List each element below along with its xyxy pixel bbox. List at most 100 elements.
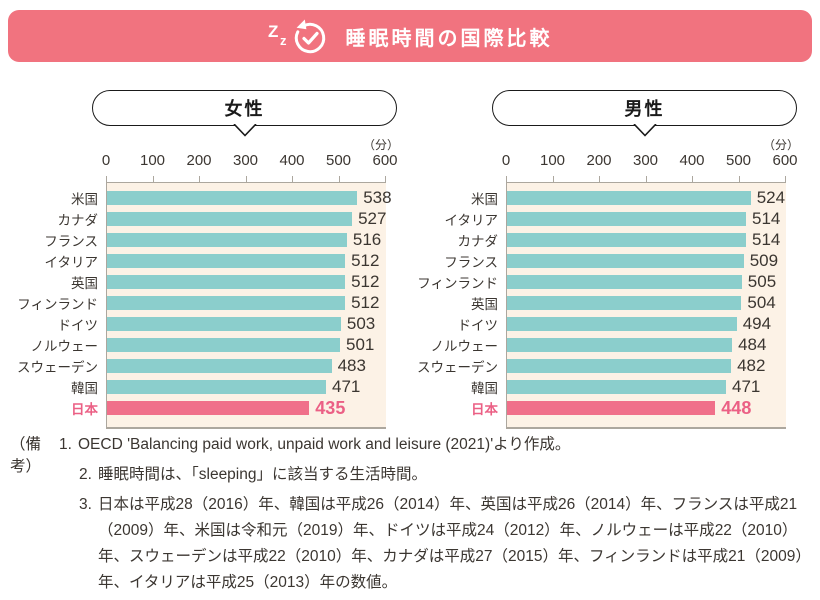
bar xyxy=(107,233,347,247)
chart-title-pill-female: 女性 xyxy=(92,90,397,137)
bar-row: 509 xyxy=(507,251,786,270)
bar xyxy=(107,380,326,394)
bar xyxy=(507,254,744,268)
country-label: 米国 xyxy=(71,192,98,207)
plot-area: 538 527 516 512 512 512 503 501 483 471 435 xyxy=(106,182,392,429)
bar-row: 514 xyxy=(507,231,786,248)
value-label: 538 xyxy=(363,188,392,207)
note-item-2: 2. 睡眠時間は、「sleeping」に該当する生活時間。 xyxy=(79,462,810,488)
bar xyxy=(107,338,340,352)
bar xyxy=(507,275,742,289)
axis-tick-label: 200 xyxy=(586,152,612,169)
axis-tick-label: 0 xyxy=(501,152,511,169)
bar xyxy=(107,317,341,331)
country-label: スウェーデン xyxy=(417,360,498,375)
value-label: 512 xyxy=(351,272,380,291)
axis-tick-label: 600 xyxy=(372,152,398,169)
bar xyxy=(107,212,353,226)
country-label: ノルウェー xyxy=(30,339,99,354)
bar xyxy=(107,254,346,268)
value-label: 448 xyxy=(721,398,752,418)
axis-tick-label: 400 xyxy=(279,152,305,169)
axis-tick-label: 300 xyxy=(232,152,259,169)
axis-tick-mark xyxy=(292,176,293,182)
chart-title: 女性 xyxy=(224,99,265,119)
chart-title: 男性 xyxy=(624,99,665,119)
chart-title-pill-male: 男性 xyxy=(492,90,797,137)
country-label: 韓国 xyxy=(71,381,98,396)
chart-body: 米国 カナダ フランス イタリア 英国 フィンランド ドイツ ノルウェー スウェーデン 韓国 日本 … xyxy=(17,182,399,429)
note-number: 3. xyxy=(79,496,92,513)
axis-tick-label: 200 xyxy=(186,152,212,169)
axis-tick-label: 600 xyxy=(772,152,798,169)
country-label: ドイツ xyxy=(457,318,499,333)
chart-female: 女性 （分） 0 100 200 300 400 500 600 米国 カナダ フランス イタリア… xyxy=(17,88,399,429)
chart-body: 米国 イタリア カナダ フランス フィンランド 英国 ドイツ ノルウェー スウェーデン 韓国 日本 … xyxy=(417,182,799,429)
bar xyxy=(507,317,737,331)
value-label: 509 xyxy=(749,251,779,270)
value-label: 471 xyxy=(332,377,361,396)
svg-text:z: z xyxy=(280,33,287,48)
axis-unit-label: （分） xyxy=(362,138,399,152)
country-label: イタリア xyxy=(444,213,498,228)
value-label: 527 xyxy=(358,209,387,228)
pointer-down-icon xyxy=(232,124,257,137)
value-label: 482 xyxy=(737,356,766,375)
axis-tick-mark xyxy=(106,176,107,182)
axis-tick-mark xyxy=(599,176,600,182)
country-label: 英国 xyxy=(71,276,98,291)
axis-tick-mark xyxy=(338,176,340,182)
axis-tick-mark xyxy=(152,176,154,182)
country-label: カナダ xyxy=(57,213,99,228)
value-label: 516 xyxy=(352,230,382,249)
axis-tick-label: 300 xyxy=(632,152,659,169)
note-number: 1. xyxy=(59,436,72,453)
bar xyxy=(507,233,746,247)
bar-japan xyxy=(507,401,716,415)
country-label: 韓国 xyxy=(471,381,498,396)
axis-tick-label: 500 xyxy=(325,152,352,169)
country-labels: 米国 カナダ フランス イタリア 英国 フィンランド ドイツ ノルウェー スウェーデン 韓国 日本 xyxy=(17,182,106,429)
value-label: 512 xyxy=(351,293,380,312)
bar-row: 484 xyxy=(507,335,786,354)
axis-tick-mark xyxy=(738,176,740,182)
bar-row: 527 xyxy=(107,209,387,228)
bar-row: 494 xyxy=(507,315,786,332)
bar-row: 524 xyxy=(507,188,786,207)
country-label: カナダ xyxy=(457,234,499,249)
axis-tick-mark xyxy=(385,176,386,182)
bar-row: 471 xyxy=(507,378,786,395)
value-label: 505 xyxy=(747,272,777,291)
bar-row: 512 xyxy=(107,293,386,312)
note-text: 日本は平成28（2016）年、韓国は平成26（2014）年、英国は平成26（20… xyxy=(98,496,804,591)
pill-wrap: 女性 xyxy=(20,88,399,138)
bar xyxy=(507,296,742,310)
country-label: 米国 xyxy=(471,192,498,207)
x-axis: （分） 0 100 200 300 400 500 600 xyxy=(502,138,799,182)
bar-japan xyxy=(107,401,310,415)
bar-row: 514 xyxy=(507,210,786,227)
country-label: ドイツ xyxy=(57,318,99,333)
bar-row: 448 xyxy=(507,398,786,418)
notes: （備考） 1. OECD 'Balancing paid work, unpai… xyxy=(10,432,810,600)
bar xyxy=(507,338,733,352)
notes-prefix: （備考） xyxy=(10,436,42,475)
bar xyxy=(507,191,751,205)
country-label: フランス xyxy=(444,255,498,270)
bar xyxy=(507,359,732,373)
value-label: 524 xyxy=(756,188,786,207)
note-number: 2. xyxy=(79,466,92,483)
bar xyxy=(507,380,726,394)
country-label: 英国 xyxy=(471,297,498,312)
value-label: 484 xyxy=(738,335,767,354)
value-label: 501 xyxy=(346,335,375,354)
bar xyxy=(107,275,346,289)
pill-wrap: 男性 xyxy=(420,88,799,138)
country-label: フィンランド xyxy=(17,297,98,312)
note-item-3: 3. 日本は平成28（2016）年、韓国は平成26（2014）年、英国は平成26… xyxy=(79,492,810,596)
axis-tick-label: 100 xyxy=(139,152,166,169)
axis-tick-label: 400 xyxy=(679,152,705,169)
axis-tick-mark xyxy=(199,176,200,182)
country-label: ノルウェー xyxy=(430,339,499,354)
bar-row: 503 xyxy=(107,315,386,332)
